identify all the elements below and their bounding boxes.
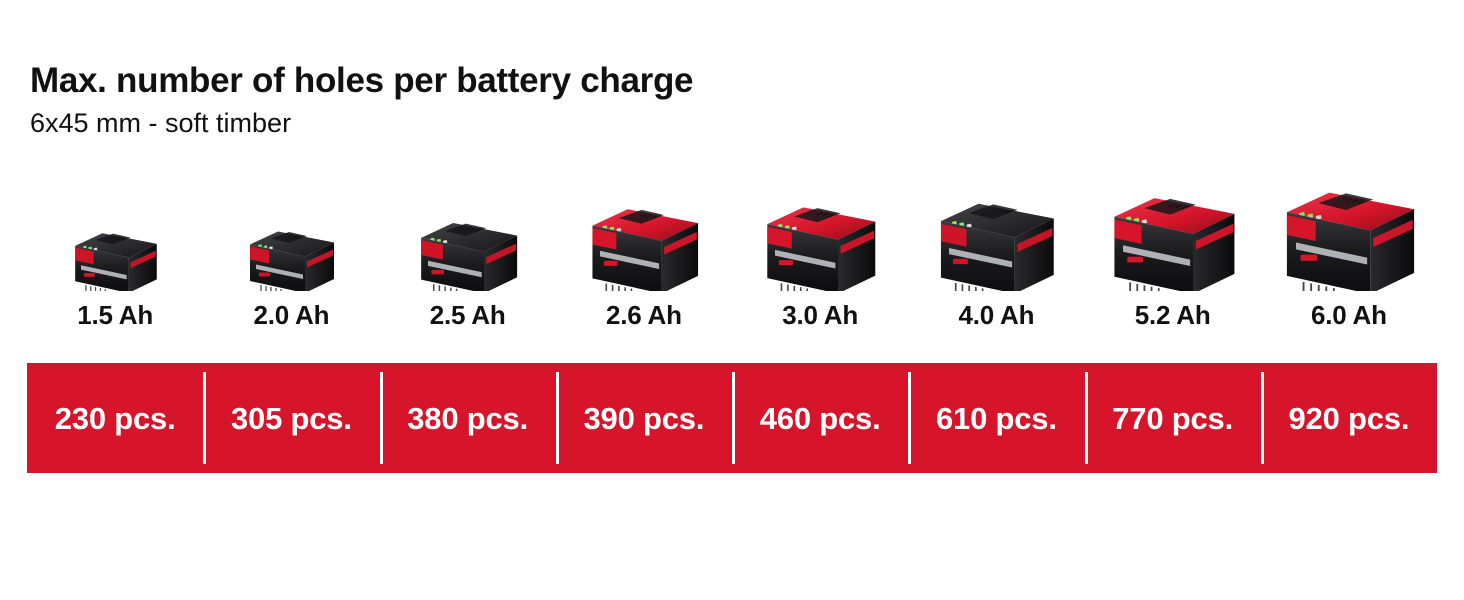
value-label: 770 pcs. (1112, 400, 1233, 436)
battery-capacity-label: 4.0 Ah (958, 300, 1035, 330)
value-bar: 230 pcs. 305 pcs. 380 pcs. 390 pcs. 460 pcs.… (27, 363, 1437, 473)
battery-pack-icon (395, 211, 541, 296)
battery-pack-icon (45, 223, 185, 296)
value-label: 920 pcs. (1288, 400, 1410, 436)
value-cell: 770 pcs. (1084, 363, 1261, 473)
battery-cell: 5.2 Ah (1085, 178, 1261, 328)
value-cell: 920 pcs. (1260, 363, 1437, 473)
battery-cell: 1.5 Ah (27, 178, 203, 328)
heading-block: Max. number of holes per battery charge … (30, 62, 1430, 138)
battery-pack-icon (744, 201, 896, 297)
battery-cell: 2.5 Ah (380, 178, 556, 328)
battery-cell: 6.0 Ah (1261, 178, 1437, 328)
value-label: 610 pcs. (935, 400, 1057, 436)
value-cell: 390 pcs. (555, 363, 732, 473)
battery-cell: 3.0 Ah (732, 178, 908, 328)
battery-pack-icon (919, 197, 1073, 297)
value-label: 230 pcs. (54, 400, 176, 436)
battery-capacity-label: 2.6 Ah (605, 300, 682, 330)
page-title: Max. number of holes per battery charge (30, 61, 694, 100)
battery-pack-icon (220, 221, 362, 296)
value-label: 305 pcs. (230, 400, 352, 436)
battery-cell: 2.6 Ah (556, 178, 732, 328)
value-cell: 610 pcs. (908, 363, 1084, 473)
value-label: 380 pcs. (407, 400, 528, 436)
battery-capacity-label: 6.0 Ah (1310, 300, 1387, 330)
value-cell: 460 pcs. (732, 363, 908, 473)
value-cell: 230 pcs. (27, 363, 203, 473)
battery-capacity-label: 2.0 Ah (253, 300, 330, 330)
page-subtitle: 6x45 mm - soft timber (30, 107, 292, 138)
battery-pack-icon (569, 203, 719, 297)
battery-capacity-label: 3.0 Ah (782, 300, 859, 330)
battery-capacity-label: 2.5 Ah (429, 300, 506, 330)
value-cell: 380 pcs. (379, 363, 556, 473)
battery-pack-icon (1268, 185, 1430, 298)
value-cell: 305 pcs. (203, 363, 379, 473)
battery-cell: 2.0 Ah (203, 178, 379, 328)
battery-cell: 4.0 Ah (908, 178, 1084, 328)
battery-pack-icon (1094, 191, 1252, 297)
value-label: 460 pcs. (759, 400, 881, 436)
battery-row: 1.5 Ah (27, 178, 1437, 328)
battery-capacity-label: 1.5 Ah (77, 300, 154, 330)
battery-capacity-label: 5.2 Ah (1134, 300, 1211, 330)
value-label: 390 pcs. (583, 400, 705, 436)
